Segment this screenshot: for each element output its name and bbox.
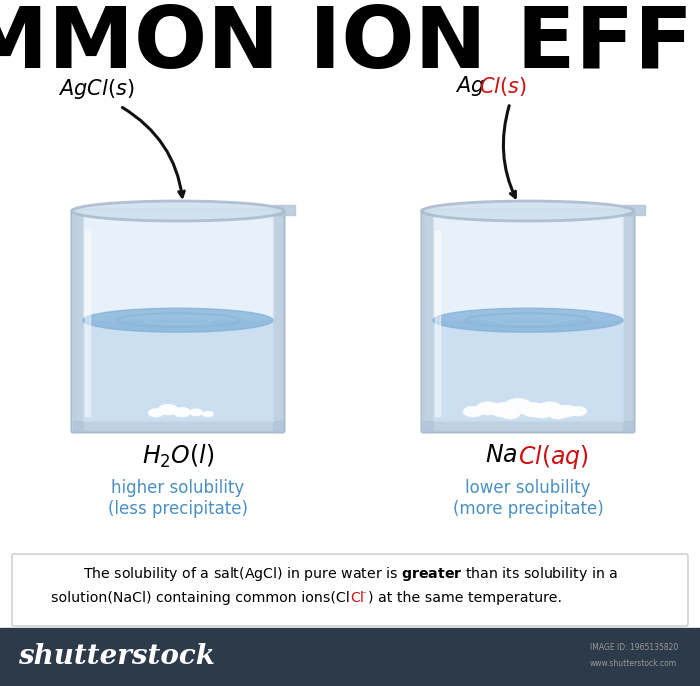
Bar bbox=[73, 421, 283, 431]
Ellipse shape bbox=[548, 408, 568, 419]
Text: www.shutterstock.com: www.shutterstock.com bbox=[590, 659, 677, 668]
Text: IMAGE ID: 1965135820: IMAGE ID: 1965135820 bbox=[590, 643, 678, 652]
Ellipse shape bbox=[504, 399, 532, 414]
Text: shutterstock: shutterstock bbox=[18, 643, 215, 670]
Text: solution(NaCl) containing common ions(Cl: solution(NaCl) containing common ions(Cl bbox=[51, 591, 350, 605]
Text: COMMON ION EFFECT: COMMON ION EFFECT bbox=[0, 3, 700, 86]
Ellipse shape bbox=[463, 406, 483, 417]
Ellipse shape bbox=[531, 406, 553, 418]
Bar bbox=[433, 320, 623, 421]
FancyBboxPatch shape bbox=[12, 554, 688, 626]
Bar bbox=[85, 231, 90, 416]
Bar bbox=[0, 628, 700, 686]
Ellipse shape bbox=[72, 201, 284, 221]
FancyBboxPatch shape bbox=[421, 209, 634, 432]
Ellipse shape bbox=[158, 404, 178, 415]
Text: $H_2O(l)$: $H_2O(l)$ bbox=[142, 443, 214, 470]
Text: $Ag$: $Ag$ bbox=[455, 74, 485, 98]
FancyBboxPatch shape bbox=[71, 209, 284, 432]
Text: The solubility of a salt(AgCl) in pure water is $\bf{greater}$ than its solubili: The solubility of a salt(AgCl) in pure w… bbox=[83, 565, 617, 583]
Ellipse shape bbox=[202, 411, 214, 417]
Text: higher solubility
(less precipitate): higher solubility (less precipitate) bbox=[108, 479, 248, 518]
Ellipse shape bbox=[148, 409, 164, 417]
Bar bbox=[423, 211, 433, 431]
Ellipse shape bbox=[422, 201, 634, 221]
Bar bbox=[623, 205, 645, 215]
Ellipse shape bbox=[569, 406, 587, 416]
Text: $AgCl(s)$: $AgCl(s)$ bbox=[58, 77, 134, 101]
Ellipse shape bbox=[83, 308, 273, 332]
Ellipse shape bbox=[433, 308, 623, 332]
Ellipse shape bbox=[173, 407, 191, 417]
Text: $Na$: $Na$ bbox=[485, 443, 518, 467]
Text: Cl: Cl bbox=[350, 591, 364, 605]
Bar bbox=[73, 211, 83, 431]
Text: ⁻: ⁻ bbox=[360, 590, 366, 600]
Bar bbox=[83, 211, 273, 320]
Bar bbox=[433, 211, 623, 320]
Ellipse shape bbox=[521, 403, 547, 417]
Ellipse shape bbox=[538, 402, 562, 415]
Text: $Cl(s)$: $Cl(s)$ bbox=[479, 75, 527, 97]
Bar bbox=[435, 231, 440, 416]
Ellipse shape bbox=[490, 403, 516, 417]
Text: ) at the same temperature.: ) at the same temperature. bbox=[368, 591, 562, 605]
Text: $Cl(aq)$: $Cl(aq)$ bbox=[518, 443, 589, 471]
Bar bbox=[623, 211, 633, 431]
Text: lower solubility
(more precipitate): lower solubility (more precipitate) bbox=[453, 479, 603, 518]
Ellipse shape bbox=[555, 405, 577, 417]
Bar bbox=[423, 421, 633, 431]
Ellipse shape bbox=[190, 409, 202, 416]
Bar bbox=[273, 205, 295, 215]
Ellipse shape bbox=[500, 408, 520, 419]
Bar bbox=[83, 320, 273, 421]
Bar bbox=[273, 211, 283, 431]
Ellipse shape bbox=[476, 402, 500, 415]
Text: ·: · bbox=[148, 646, 157, 674]
